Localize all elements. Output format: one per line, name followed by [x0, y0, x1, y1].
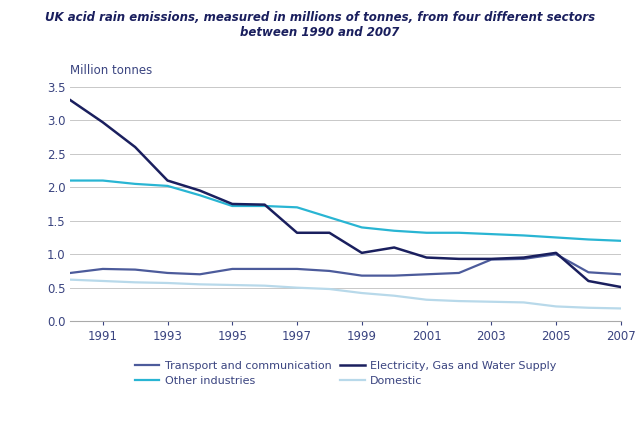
Domestic: [488, 299, 495, 304]
Domestic: [422, 297, 430, 302]
Other industries: [390, 228, 398, 233]
Other industries: [67, 178, 74, 183]
Electricity, Gas and Water Supply: [228, 201, 236, 207]
Domestic: [293, 285, 301, 290]
Transport and communication: [261, 266, 269, 272]
Text: Million tonnes: Million tonnes: [70, 64, 153, 77]
Other industries: [196, 193, 204, 198]
Transport and communication: [164, 270, 172, 276]
Transport and communication: [196, 272, 204, 277]
Line: Transport and communication: Transport and communication: [70, 254, 621, 276]
Transport and communication: [520, 256, 527, 262]
Domestic: [358, 290, 365, 296]
Domestic: [67, 277, 74, 282]
Electricity, Gas and Water Supply: [617, 284, 625, 289]
Transport and communication: [488, 257, 495, 262]
Line: Domestic: Domestic: [70, 279, 621, 309]
Domestic: [228, 283, 236, 288]
Domestic: [455, 299, 463, 304]
Transport and communication: [131, 267, 139, 272]
Transport and communication: [617, 272, 625, 277]
Electricity, Gas and Water Supply: [326, 230, 333, 235]
Transport and communication: [390, 273, 398, 278]
Other industries: [131, 181, 139, 187]
Electricity, Gas and Water Supply: [131, 145, 139, 150]
Transport and communication: [293, 266, 301, 272]
Transport and communication: [584, 270, 592, 275]
Other industries: [358, 225, 365, 230]
Other industries: [584, 237, 592, 242]
Domestic: [390, 293, 398, 298]
Other industries: [293, 205, 301, 210]
Line: Electricity, Gas and Water Supply: Electricity, Gas and Water Supply: [70, 100, 621, 287]
Transport and communication: [455, 270, 463, 276]
Transport and communication: [99, 266, 107, 272]
Transport and communication: [422, 272, 430, 277]
Other industries: [422, 230, 430, 235]
Domestic: [131, 280, 139, 285]
Electricity, Gas and Water Supply: [455, 256, 463, 262]
Domestic: [520, 300, 527, 305]
Domestic: [584, 305, 592, 310]
Domestic: [552, 304, 560, 309]
Electricity, Gas and Water Supply: [552, 250, 560, 256]
Transport and communication: [326, 268, 333, 273]
Transport and communication: [552, 252, 560, 257]
Electricity, Gas and Water Supply: [67, 98, 74, 103]
Domestic: [164, 280, 172, 286]
Other industries: [228, 204, 236, 209]
Transport and communication: [67, 270, 74, 276]
Other industries: [520, 233, 527, 238]
Electricity, Gas and Water Supply: [164, 178, 172, 183]
Other industries: [99, 178, 107, 183]
Electricity, Gas and Water Supply: [584, 278, 592, 283]
Other industries: [455, 230, 463, 235]
Domestic: [617, 306, 625, 311]
Text: UK acid rain emissions, measured in millions of tonnes, from four different sect: UK acid rain emissions, measured in mill…: [45, 11, 595, 39]
Transport and communication: [358, 273, 365, 278]
Electricity, Gas and Water Supply: [422, 255, 430, 260]
Electricity, Gas and Water Supply: [358, 250, 365, 256]
Domestic: [99, 278, 107, 283]
Line: Other industries: Other industries: [70, 181, 621, 241]
Other industries: [164, 183, 172, 188]
Other industries: [552, 235, 560, 240]
Electricity, Gas and Water Supply: [520, 255, 527, 260]
Other industries: [326, 215, 333, 220]
Electricity, Gas and Water Supply: [293, 230, 301, 235]
Legend: Transport and communication, Other industries, Electricity, Gas and Water Supply: Transport and communication, Other indus…: [130, 356, 561, 391]
Domestic: [326, 286, 333, 292]
Domestic: [196, 282, 204, 287]
Transport and communication: [228, 266, 236, 272]
Other industries: [261, 204, 269, 209]
Electricity, Gas and Water Supply: [390, 245, 398, 250]
Electricity, Gas and Water Supply: [196, 188, 204, 193]
Other industries: [488, 231, 495, 237]
Other industries: [617, 238, 625, 243]
Electricity, Gas and Water Supply: [488, 256, 495, 262]
Electricity, Gas and Water Supply: [99, 120, 107, 125]
Domestic: [261, 283, 269, 288]
Electricity, Gas and Water Supply: [261, 202, 269, 207]
